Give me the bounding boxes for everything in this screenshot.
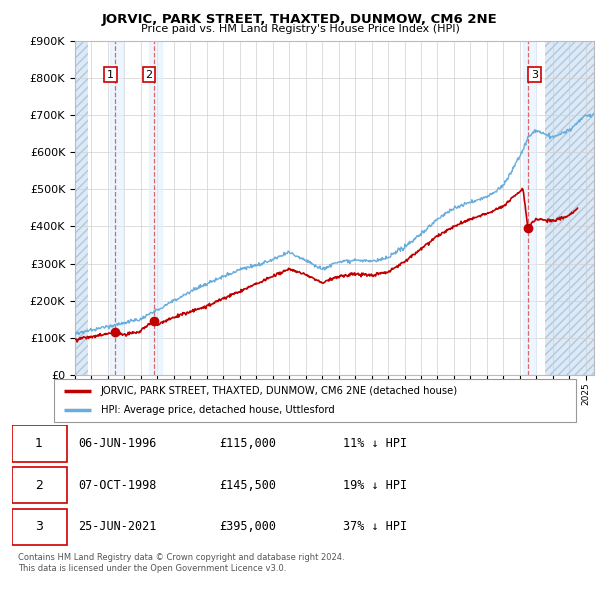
Text: 06-JUN-1996: 06-JUN-1996 — [78, 437, 157, 450]
Text: JORVIC, PARK STREET, THAXTED, DUNMOW, CM6 2NE (detached house): JORVIC, PARK STREET, THAXTED, DUNMOW, CM… — [101, 386, 458, 396]
Text: £395,000: £395,000 — [220, 520, 277, 533]
Bar — [149, 41, 162, 375]
Text: Contains HM Land Registry data © Crown copyright and database right 2024.
This d: Contains HM Land Registry data © Crown c… — [18, 553, 344, 573]
Text: Price paid vs. HM Land Registry's House Price Index (HPI): Price paid vs. HM Land Registry's House … — [140, 24, 460, 34]
Text: 25-JUN-2021: 25-JUN-2021 — [78, 520, 157, 533]
Text: 3: 3 — [35, 520, 43, 533]
Text: 11% ↓ HPI: 11% ↓ HPI — [343, 437, 407, 450]
FancyBboxPatch shape — [12, 425, 67, 461]
FancyBboxPatch shape — [54, 379, 576, 422]
Text: 1: 1 — [107, 70, 114, 80]
Text: £145,500: £145,500 — [220, 478, 277, 491]
Bar — [75, 41, 88, 375]
Text: 2: 2 — [35, 478, 43, 491]
Text: 3: 3 — [531, 70, 538, 80]
Text: HPI: Average price, detached house, Uttlesford: HPI: Average price, detached house, Uttl… — [101, 405, 335, 415]
Text: 19% ↓ HPI: 19% ↓ HPI — [343, 478, 407, 491]
FancyBboxPatch shape — [12, 509, 67, 545]
Bar — [88, 41, 545, 375]
Text: 1: 1 — [35, 437, 43, 450]
Text: 37% ↓ HPI: 37% ↓ HPI — [343, 520, 407, 533]
Text: £115,000: £115,000 — [220, 437, 277, 450]
Text: JORVIC, PARK STREET, THAXTED, DUNMOW, CM6 2NE: JORVIC, PARK STREET, THAXTED, DUNMOW, CM… — [102, 13, 498, 26]
Text: 2: 2 — [145, 70, 152, 80]
Text: 07-OCT-1998: 07-OCT-1998 — [78, 478, 157, 491]
Bar — [545, 41, 594, 375]
FancyBboxPatch shape — [12, 467, 67, 503]
Bar — [523, 41, 536, 375]
Bar — [110, 41, 124, 375]
